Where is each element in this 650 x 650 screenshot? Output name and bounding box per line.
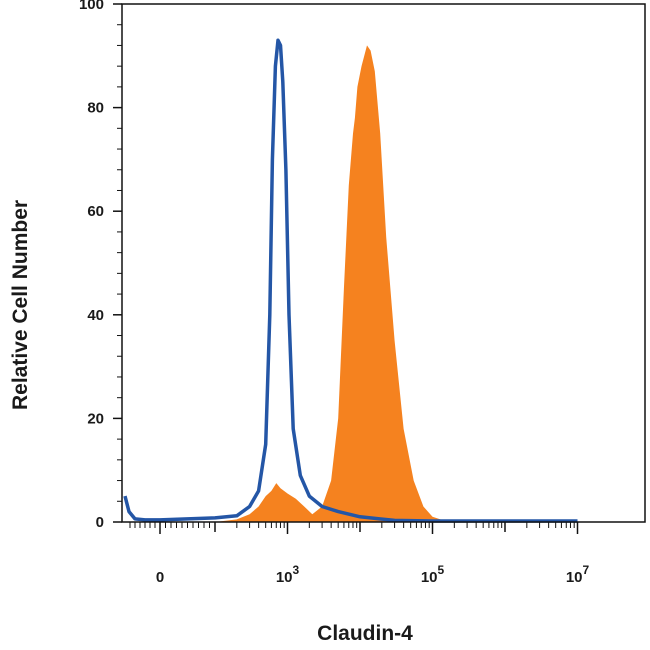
outline-histogram-0 xyxy=(123,38,578,523)
y-tick-label: 20 xyxy=(87,410,104,427)
x-tick-exponent: 7 xyxy=(583,563,590,577)
x-tick-label: 103 xyxy=(276,563,300,586)
ticks-layer: 0 20 40 60 80 100 0 103 105 107 xyxy=(79,0,590,586)
x-axis-title: Claudin-4 xyxy=(317,622,413,645)
x-tick-exponent: 5 xyxy=(438,563,445,577)
x-tick-label: 107 xyxy=(566,563,590,586)
x-tick-exponent: 3 xyxy=(293,563,300,577)
y-tick-label: 80 xyxy=(87,100,104,117)
y-tick-label: 100 xyxy=(79,0,104,13)
x-tick-label: 105 xyxy=(421,563,445,586)
y-tick-label: 0 xyxy=(96,514,104,531)
y-tick-label: 40 xyxy=(87,307,104,324)
plot-frame xyxy=(121,3,646,523)
x-tick-label: 0 xyxy=(156,569,164,586)
filled-histogram-1 xyxy=(125,45,578,523)
y-axis-title: Relative Cell Number xyxy=(9,200,32,410)
y-tick-label: 60 xyxy=(87,203,104,220)
series-layer xyxy=(123,38,578,523)
